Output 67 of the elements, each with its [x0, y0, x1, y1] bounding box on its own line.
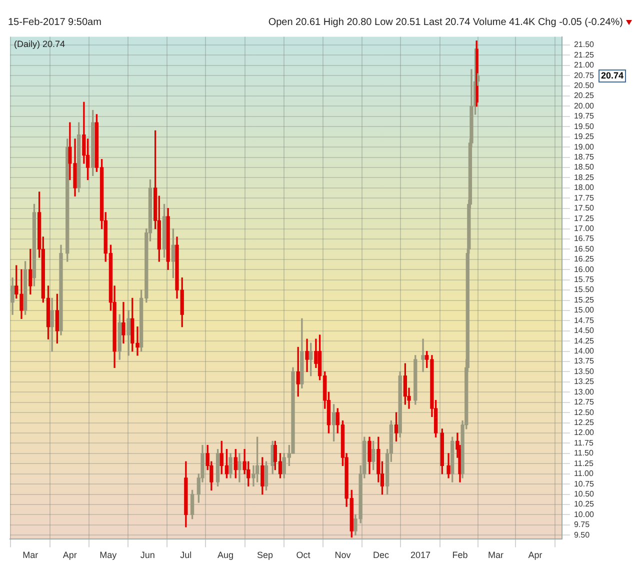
y-tick-label: 11.25 [574, 458, 594, 468]
y-tick-label: 21.00 [574, 60, 595, 70]
x-tick-label: Dec [372, 550, 390, 560]
y-tick-label: 18.25 [574, 172, 595, 182]
y-tick-label: 15.75 [574, 275, 595, 284]
y-tick-label: 14.50 [574, 326, 595, 336]
y-tick-label: 9.75 [574, 520, 590, 530]
x-tick-label: Apr [528, 550, 542, 560]
y-tick-label: 12.50 [574, 408, 595, 417]
y-tick-label: 17.50 [574, 204, 595, 213]
chart-subtitle: 15-Feb-2017 9:50am [8, 17, 102, 28]
y-tick-label: 15.25 [574, 295, 595, 304]
y-tick-label: 17.25 [574, 214, 595, 223]
y-tick-label: 19.50 [574, 122, 595, 131]
y-tick-label: 21.25 [574, 50, 595, 60]
y-tick-label: 14.25 [574, 336, 595, 346]
y-tick-label: 10.75 [574, 479, 595, 488]
y-tick-label: 13.75 [574, 356, 595, 366]
x-tick-label: May [100, 550, 118, 560]
y-tick-label: 11.75 [574, 438, 594, 448]
y-tick-label: 20.50 [574, 81, 595, 90]
y-tick-label: 17.75 [574, 193, 595, 202]
y-tick-label: 14.75 [574, 316, 595, 325]
x-tick-label: Mar [488, 550, 504, 560]
y-tick-label: 20.75 [574, 70, 595, 80]
y-tick-label: 10.25 [574, 500, 595, 509]
y-tick-label: 15.00 [574, 306, 595, 315]
y-tick-label: 19.00 [574, 142, 595, 152]
x-tick-label: Nov [334, 550, 352, 560]
y-tick-label: 11.50 [574, 448, 594, 458]
y-tick-label: 10.00 [574, 510, 595, 519]
y-tick-label: 12.00 [574, 428, 595, 438]
x-tick-label: Mar [22, 550, 38, 560]
y-tick-label: 21.50 [574, 40, 595, 50]
y-tick-label: 15.50 [574, 285, 595, 294]
y-tick-label: 20.25 [574, 91, 595, 100]
x-tick-label: Aug [217, 550, 234, 560]
y-tick-label: 20.00 [574, 101, 595, 110]
y-tick-label: 16.50 [574, 244, 595, 254]
y-tick-label: 13.25 [574, 377, 595, 386]
text: Open 20.61 High 20.80 Low 20.51 Last 20.74 Volume 41.4K Chg -0.05 (-0.24%) [268, 17, 623, 28]
text: 20.74 [601, 70, 624, 80]
y-tick-label: 10.50 [574, 489, 595, 498]
y-tick-label: 13.00 [574, 387, 595, 396]
y-tick-label: 16.25 [574, 254, 595, 264]
x-tick-label: Feb [452, 550, 468, 560]
x-tick-label: Oct [296, 550, 311, 560]
y-tick-label: 9.50 [574, 530, 590, 540]
y-tick-label: 12.75 [574, 398, 595, 407]
y-tick-label: 13.50 [574, 366, 595, 376]
y-tick-label: 11.00 [574, 469, 594, 478]
annotation: (Daily) 20.74 [14, 38, 66, 49]
x-tick-label: Jun [140, 550, 155, 560]
x-tick-label: Jul [180, 550, 192, 560]
y-tick-label: 19.25 [574, 132, 595, 142]
x-tick-label: Apr [62, 550, 77, 560]
y-tick-label: 18.00 [574, 183, 595, 192]
y-tick-label: 12.25 [574, 418, 595, 427]
y-tick-label: 14.00 [574, 346, 595, 356]
y-tick-label: 16.75 [574, 234, 595, 244]
y-tick-label: 19.75 [574, 112, 595, 121]
x-tick-label: 2017 [410, 550, 430, 560]
y-tick-label: 16.00 [574, 264, 595, 274]
y-tick-label: 18.50 [574, 162, 595, 172]
y-tick-label: 17.00 [574, 224, 595, 233]
y-tick-label: 18.75 [574, 152, 595, 162]
x-tick-label: Sep [256, 550, 273, 560]
